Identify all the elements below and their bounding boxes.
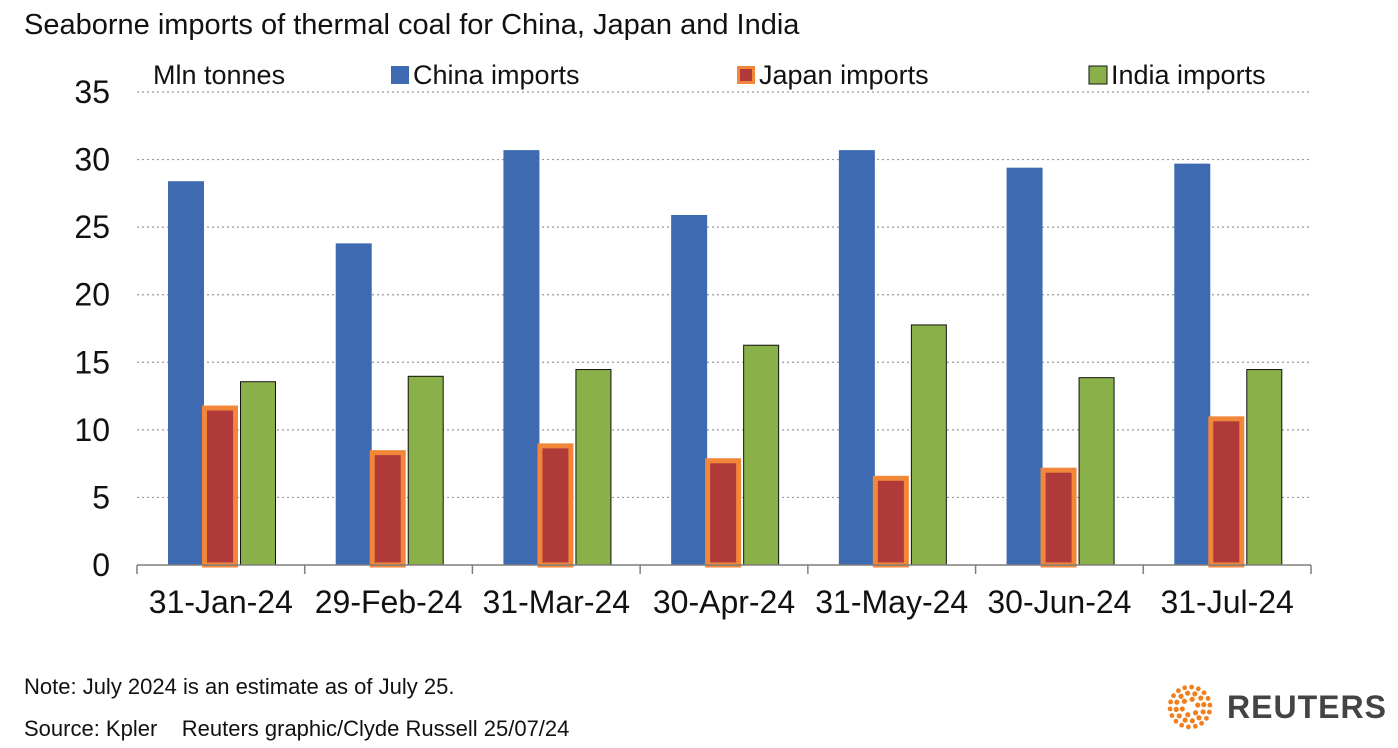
y-tick-label: 15 (74, 344, 110, 380)
bar-japan-imports (369, 450, 406, 568)
legend-item: China imports (391, 60, 580, 90)
y-axis-unit-label: Mln tonnes (153, 60, 285, 90)
logo-dot (1192, 710, 1199, 716)
logo-dot (1192, 723, 1198, 729)
logo-dot (1176, 688, 1181, 694)
x-axis (136, 564, 1312, 574)
logo-dot (1207, 702, 1213, 708)
logo-dot (1204, 715, 1209, 721)
logo-dot (1195, 702, 1201, 708)
bar-india-imports (407, 375, 444, 566)
gridlines (137, 91, 1311, 499)
x-tick-label: 31-Mar-24 (482, 584, 630, 620)
chart-title: Seaborne imports of thermal coal for Chi… (24, 9, 800, 41)
bar-japan-imports (705, 458, 742, 568)
logo-dot (1178, 693, 1184, 699)
bar-india-imports (1246, 369, 1283, 566)
legend: China imports Japan imports India imports (391, 60, 1266, 90)
y-tick-label: 25 (74, 209, 110, 245)
logo-dot (1176, 713, 1182, 719)
x-tick-label: 31-Jan-24 (149, 584, 293, 620)
logo-dot (1173, 718, 1179, 724)
bar-japan-imports (202, 405, 238, 568)
footnote: Note: July 2024 is an estimate as of Jul… (24, 674, 454, 699)
x-tick-label: 30-Apr-24 (653, 584, 795, 620)
legend-swatch (1088, 65, 1108, 85)
logo-dot (1201, 702, 1207, 708)
legend-swatch (737, 66, 755, 84)
bar-japan-imports (1040, 467, 1077, 568)
bar-china-imports (671, 214, 708, 566)
logo-dot (1181, 698, 1188, 704)
logo-dot (1185, 724, 1191, 730)
logo-dot (1206, 709, 1212, 715)
logo-dot (1174, 699, 1180, 705)
y-tick-label: 10 (74, 412, 110, 448)
logo-dot (1167, 706, 1173, 712)
logo-dot (1205, 696, 1211, 701)
x-tick-label: 31-May-24 (815, 584, 968, 620)
logo-dot (1185, 712, 1191, 718)
legend-item: India imports (1088, 60, 1266, 90)
logo-dot (1185, 690, 1191, 696)
logo-dot (1182, 717, 1188, 723)
logo-dot (1182, 685, 1188, 691)
x-axis-ticks: 31-Jan-24 29-Feb-24 31-Mar-24 30-Apr-24 31-M… (149, 584, 1294, 620)
y-tick-label: 0 (92, 547, 110, 583)
legend-item: Japan imports (737, 60, 929, 90)
logo-dot (1198, 695, 1204, 701)
logo-dot (1168, 699, 1174, 705)
logo-dot (1192, 691, 1198, 697)
reuters-wordmark: REUTERS (1227, 689, 1387, 725)
logo-dot (1179, 706, 1185, 712)
legend-label: Japan imports (759, 60, 929, 90)
bars (168, 150, 1283, 568)
bar-china-imports (838, 150, 875, 565)
bar-india-imports (240, 381, 276, 566)
bar-china-imports (1174, 163, 1211, 565)
y-axis-ticks: 0 5 10 15 20 25 30 35 (74, 74, 110, 583)
source-credit: Source: Kpler Reuters graphic/Clyde Russ… (24, 716, 569, 741)
logo-dot (1195, 686, 1201, 692)
logo-dot (1199, 720, 1204, 726)
bar-china-imports (335, 243, 372, 566)
bar-india-imports (910, 324, 947, 566)
logo-dot (1200, 709, 1206, 715)
y-tick-label: 5 (92, 479, 110, 515)
y-tick-label: 30 (74, 142, 110, 178)
x-tick-label: 29-Feb-24 (315, 584, 463, 620)
y-tick-label: 20 (74, 277, 110, 313)
logo-dot (1179, 722, 1185, 728)
logo-dot (1201, 690, 1207, 696)
bar-japan-imports (537, 443, 574, 568)
logo-dot (1169, 713, 1175, 718)
legend-label: China imports (413, 60, 580, 90)
legend-swatch (391, 66, 409, 84)
x-tick-label: 31-Jul-24 (1160, 584, 1293, 620)
logo-dot (1173, 706, 1179, 712)
bar-china-imports (168, 181, 204, 566)
logo-dot (1189, 684, 1195, 690)
reuters-logo-icon (1167, 684, 1213, 730)
y-tick-label: 35 (74, 74, 110, 110)
x-tick-label: 30-Jun-24 (987, 584, 1131, 620)
logo-dot (1196, 715, 1202, 721)
legend-label: India imports (1111, 60, 1266, 90)
bar-china-imports (1006, 167, 1043, 565)
bar-japan-imports (872, 475, 909, 568)
logo-dot (1189, 718, 1195, 724)
bar-india-imports (743, 344, 780, 566)
logo-dot (1171, 693, 1176, 699)
bar-china-imports (503, 150, 540, 565)
bar-india-imports (575, 369, 612, 566)
bar-japan-imports (1208, 416, 1245, 568)
logo-dot (1189, 696, 1195, 702)
bar-india-imports (1078, 377, 1115, 566)
